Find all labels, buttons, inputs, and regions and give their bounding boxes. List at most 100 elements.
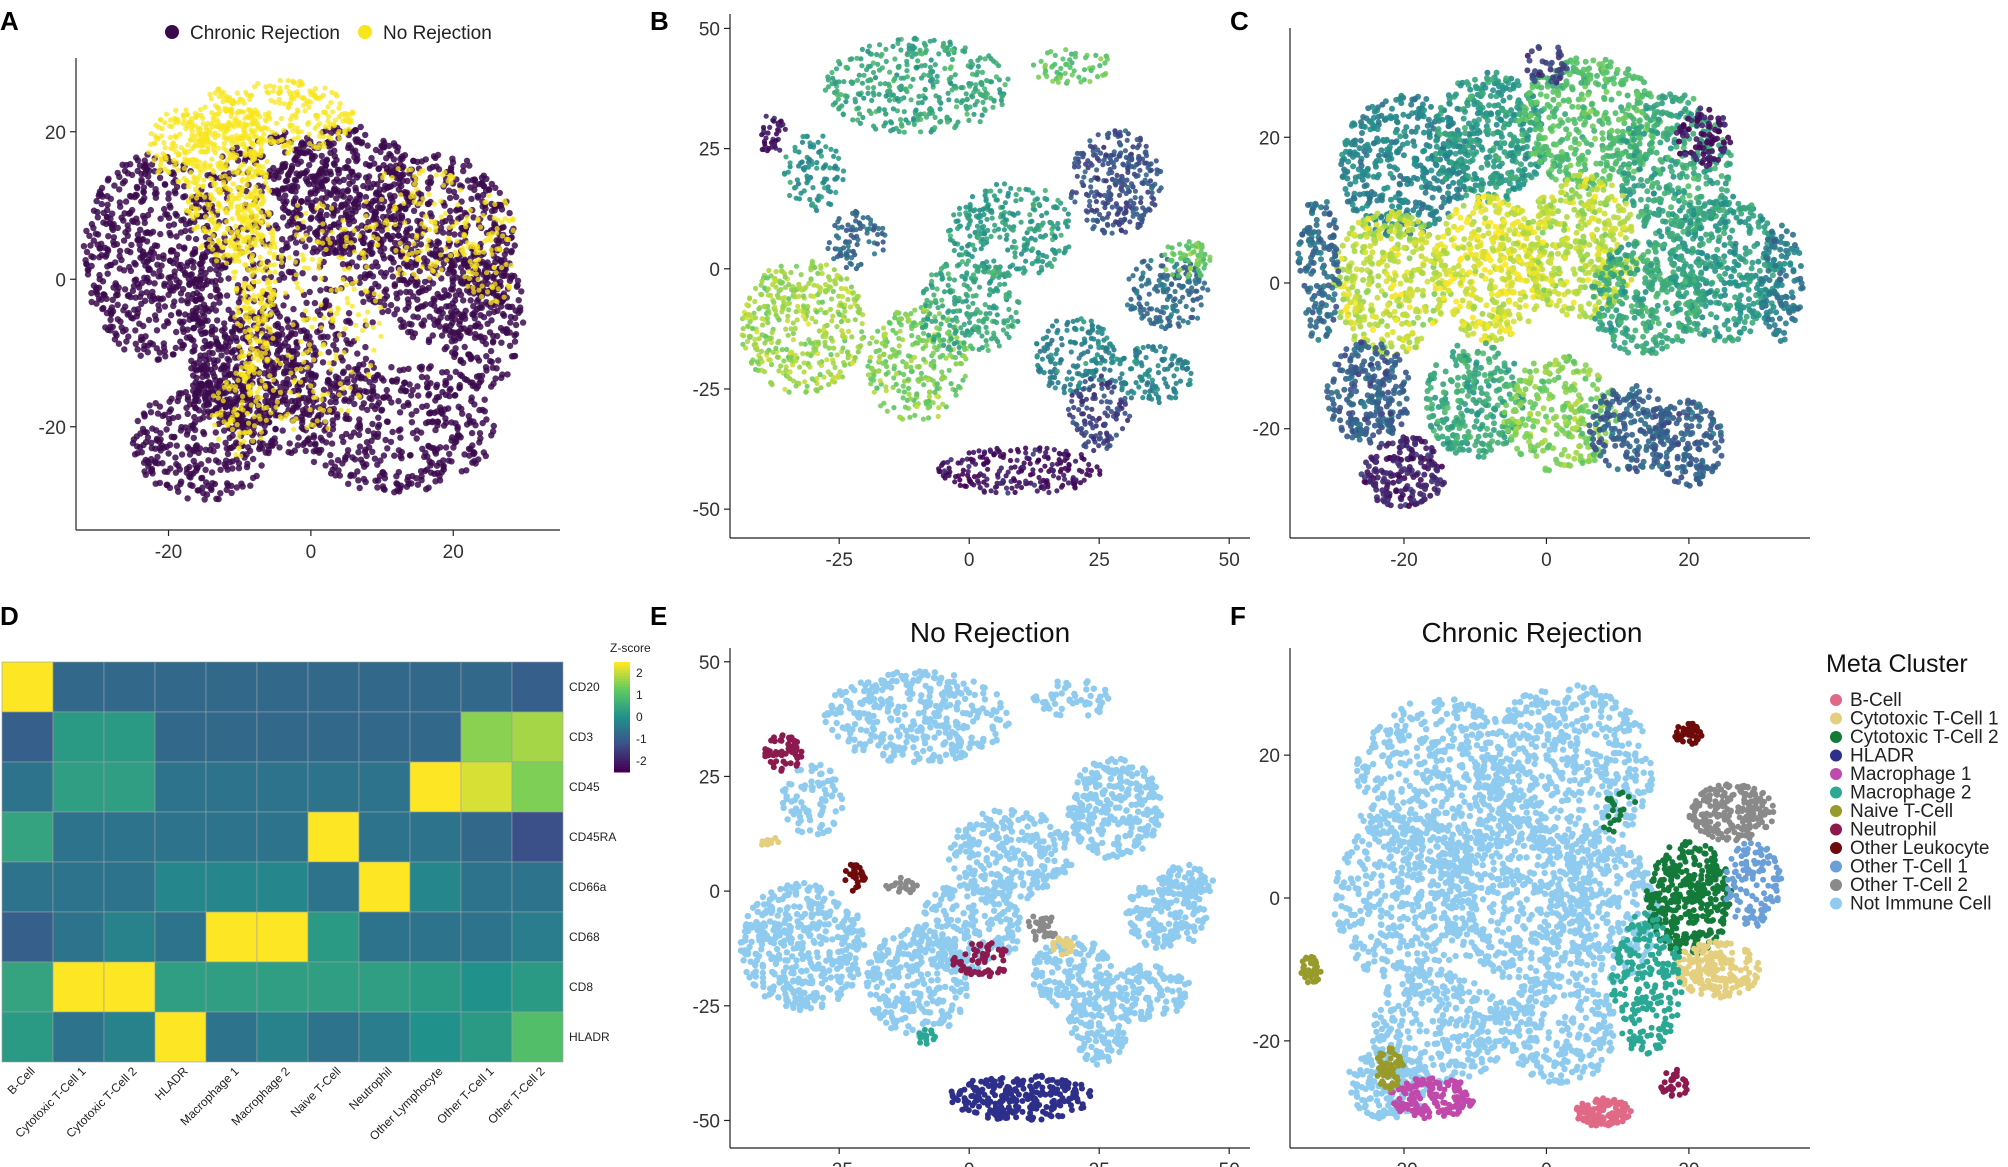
panel-a-no-rejection-point — [210, 233, 216, 239]
panel-a-chronic-point — [475, 456, 482, 463]
panel-a-chronic-point — [439, 388, 446, 396]
panel-a-chronic-point — [417, 303, 425, 310]
panel-a-no-rejection-point — [271, 251, 277, 258]
panel-a-no-rejection-point — [225, 422, 231, 428]
panel-a-chronic-point — [448, 458, 455, 465]
panel-a-no-rejection-point — [260, 138, 266, 144]
panel-a-no-rejection-point — [231, 275, 237, 281]
panel-a-chronic-point — [80, 243, 88, 250]
panel-a-chronic-point — [281, 163, 288, 170]
panel-a-no-rejection-point — [474, 243, 481, 249]
panel-a-no-rejection-point — [241, 374, 247, 380]
panel-a-chronic-point — [125, 210, 133, 217]
panel-a-no-rejection-point — [246, 133, 252, 139]
panel-a-chronic-point — [458, 279, 465, 287]
panel-a-chronic-point — [480, 449, 487, 456]
panel-a-chronic-point — [141, 219, 148, 227]
panel-a-no-rejection-point — [261, 213, 267, 219]
panel-a-no-rejection-point — [350, 110, 356, 116]
panel-a-chronic-point — [440, 466, 447, 473]
panel-a-chronic-point — [105, 175, 112, 182]
panel-a-no-rejection-point — [455, 202, 461, 208]
panel-a-chronic-point — [491, 207, 498, 214]
panel-a-chronic-point — [222, 439, 229, 446]
panel-a-chronic-point — [161, 205, 168, 213]
panel-a-no-rejection-point — [465, 283, 471, 289]
panel-a-chronic-point — [416, 364, 423, 371]
panel-a-no-rejection-point — [342, 128, 348, 134]
panel-a-no-rejection-point — [418, 248, 424, 254]
panel-a-no-rejection-point — [318, 397, 324, 403]
panel-a-no-rejection-point — [185, 142, 191, 148]
panel-letter-a: A — [0, 6, 19, 36]
panel-a-no-rejection-point — [203, 130, 209, 136]
panel-a-no-rejection-point — [261, 339, 267, 345]
panel-a-no-rejection-point — [334, 287, 340, 293]
panel-a-chronic-point — [125, 309, 132, 317]
panel-a-chronic-point — [116, 199, 124, 206]
panel-a-chronic-point — [100, 219, 107, 226]
panel-a-no-rejection-point — [328, 307, 334, 313]
panel-a-chronic-point — [116, 247, 124, 255]
panel-a-chronic-point — [166, 229, 173, 237]
panel-a-no-rejection-point — [326, 134, 332, 140]
panel-a-chronic-point — [94, 290, 101, 298]
panel-a-chronic-point — [178, 478, 185, 485]
panel-a-no-rejection-point — [317, 350, 323, 357]
panel-a-chronic-point — [344, 213, 351, 221]
panel-a-chronic-point — [461, 451, 468, 458]
panel-a-chronic-point — [212, 376, 219, 383]
panel-a-x-tick-label: -20 — [155, 542, 182, 563]
panel-a-chronic-point — [140, 184, 148, 191]
panel-a-chronic-point — [224, 482, 232, 489]
panel-a-chronic-point — [385, 183, 392, 191]
panel-a-no-rejection-point — [247, 327, 253, 334]
panel-a-y-tick-label: -20 — [39, 418, 66, 439]
panel-a-no-rejection-point — [404, 257, 410, 263]
panel-a-chronic-point — [103, 295, 110, 302]
panel-a-chronic-point — [128, 241, 135, 249]
panel-a-chronic-point — [343, 163, 350, 171]
panel-a-chronic-point — [299, 270, 306, 277]
panel-a-chronic-point — [186, 316, 193, 323]
panel-e-title: No Rejection — [910, 617, 1070, 648]
panel-a-no-rejection-point — [365, 309, 371, 315]
panel-a-chronic-point — [147, 181, 155, 188]
panel-a-chronic-point — [184, 326, 191, 333]
panel-a-no-rejection-point — [306, 119, 312, 126]
panel-a-chronic-point — [276, 346, 284, 353]
panel-a-chronic-point — [217, 276, 224, 284]
panel-a-chronic-point — [314, 187, 321, 194]
panel-a-no-rejection-point — [195, 183, 201, 189]
panel-a-no-rejection-point — [319, 228, 325, 234]
panel-a-no-rejection-point — [251, 134, 258, 140]
panel-a-no-rejection-point — [248, 140, 254, 146]
panel-a-no-rejection-point — [271, 84, 277, 90]
panel-a-chronic-point — [511, 332, 518, 339]
panel-a-no-rejection-point — [461, 231, 467, 237]
panel-a-no-rejection-point — [162, 120, 168, 126]
panel-a-no-rejection-point — [212, 181, 219, 187]
panel-a-chronic-point — [272, 425, 279, 433]
panel-a-chronic-point — [487, 347, 495, 355]
panel-a-chronic-point — [503, 247, 510, 254]
panel-a-chronic-point — [319, 437, 326, 444]
panel-a-chronic-point — [244, 444, 252, 451]
panel-a-chronic-point — [342, 396, 349, 403]
panel-a-chronic-point — [124, 232, 131, 239]
panel-a-no-rejection-point — [163, 111, 170, 117]
panel-a-no-rejection-point — [234, 230, 240, 236]
panel-a-chronic-point — [451, 231, 458, 238]
panel-a-no-rejection-point — [342, 243, 348, 249]
panel-a-no-rejection-point — [333, 91, 339, 97]
panel-a-chronic-point — [151, 458, 158, 465]
panel-a-no-rejection-point — [272, 269, 278, 275]
panel-a-chronic-point — [90, 237, 98, 244]
panel-a-no-rejection-point — [216, 86, 222, 92]
panel-a-no-rejection-point — [413, 177, 419, 183]
panel-a-no-rejection-point — [287, 389, 293, 395]
panel-a-chronic-point — [102, 253, 109, 260]
panel-a-chronic-point — [511, 338, 519, 345]
panel-a-chronic-point — [163, 443, 170, 451]
panel-a-no-rejection-point — [344, 295, 350, 301]
